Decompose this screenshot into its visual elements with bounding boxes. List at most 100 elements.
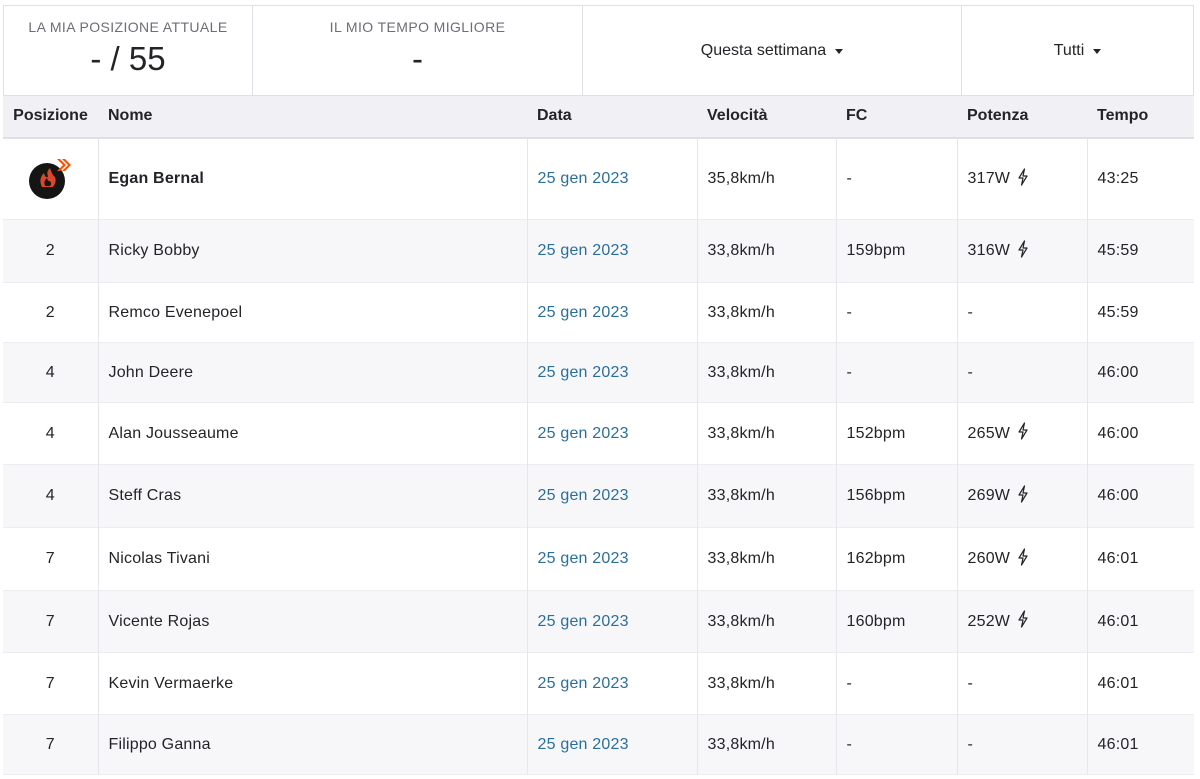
lightning-bolt-icon xyxy=(1018,167,1028,186)
activity-date-link[interactable]: 25 gen 2023 xyxy=(527,282,698,343)
activity-date-link[interactable]: 25 gen 2023 xyxy=(527,137,698,220)
power-cell: 260W xyxy=(957,527,1088,591)
leaderboard-table: Posizione Nome Data Velocità FC Potenza … xyxy=(3,95,1194,775)
athlete-name[interactable]: Steff Cras xyxy=(98,464,528,528)
power-cell: - xyxy=(957,714,1088,775)
table-row: 4 Steff Cras 25 gen 2023 33,8km/h 156bpm 269W… xyxy=(3,464,1194,528)
activity-date-link[interactable]: 25 gen 2023 xyxy=(527,652,698,715)
time-cell: 46:00 xyxy=(1097,363,1139,381)
lightning-bolt-icon xyxy=(1018,240,1028,258)
time-cell: 46:01 xyxy=(1097,674,1139,692)
athlete-name[interactable]: John Deere xyxy=(98,342,528,403)
heart-rate-cell: - xyxy=(836,282,958,343)
table-row: 7 Filippo Ganna 25 gen 2023 33,8km/h - -46:01 xyxy=(3,714,1194,775)
table-row: 2 Remco Evenepoel 25 gen 2023 33,8km/h - -45:… xyxy=(3,282,1194,343)
activity-date-link[interactable]: 25 gen 2023 xyxy=(527,464,698,528)
speed-cell: 35,8km/h xyxy=(697,137,837,220)
athlete-name[interactable]: Alan Jousseaume xyxy=(98,402,528,465)
athlete-name[interactable]: Nicolas Tivani xyxy=(98,527,528,591)
heart-rate-cell: - xyxy=(836,652,958,715)
time-cell: 46:00 xyxy=(1097,424,1139,442)
activity-date-link[interactable]: 25 gen 2023 xyxy=(527,402,698,465)
speed-cell: 33,8km/h xyxy=(697,464,837,528)
activity-date-link[interactable]: 25 gen 2023 xyxy=(527,527,698,591)
rank-cell: 7 xyxy=(3,714,99,775)
column-header-position[interactable]: Posizione xyxy=(13,107,88,125)
table-row: 7 Vicente Rojas 25 gen 2023 33,8km/h 160bpm 2… xyxy=(3,590,1194,653)
heart-rate-cell: - xyxy=(836,714,958,775)
power-value: - xyxy=(967,363,974,381)
table-body: Egan Bernal 25 gen 2023 35,8km/h -317W 43:25… xyxy=(3,137,1194,775)
power-cell: - xyxy=(957,652,1088,715)
leaderboard: LA MIA POSIZIONE ATTUALE - / 55 IL MIO T… xyxy=(3,5,1194,775)
power-value: 265W xyxy=(967,424,1011,442)
lightning-bolt-icon xyxy=(1018,485,1028,503)
best-time-stat: IL MIO TEMPO MIGLIORE - xyxy=(253,6,583,95)
column-header-time[interactable]: Tempo xyxy=(1097,107,1149,125)
activity-date-link[interactable]: 25 gen 2023 xyxy=(527,342,698,403)
activity-date-link[interactable]: 25 gen 2023 xyxy=(527,590,698,653)
power-value: 252W xyxy=(967,612,1011,630)
rank-cell: 7 xyxy=(3,652,99,715)
power-value: - xyxy=(967,735,974,753)
period-filter-dropdown[interactable]: Questa settimana xyxy=(700,41,844,60)
rank-cell xyxy=(3,137,99,220)
table-row: 2 Ricky Bobby 25 gen 2023 33,8km/h 159bpm 316… xyxy=(3,219,1194,283)
table-row: 7 Nicolas Tivani 25 gen 2023 33,8km/h 162bpm… xyxy=(3,527,1194,591)
power-value: 269W xyxy=(967,487,1011,504)
power-value: 316W xyxy=(967,242,1011,259)
lightning-bolt-icon xyxy=(1018,422,1028,440)
athlete-name[interactable]: Ricky Bobby xyxy=(98,219,528,283)
time-cell: 45:59 xyxy=(1097,303,1139,321)
activity-date-link[interactable]: 25 gen 2023 xyxy=(527,219,698,283)
avatar[interactable] xyxy=(28,157,72,201)
lightning-bolt-icon xyxy=(1018,548,1028,566)
lightning-bolt-icon xyxy=(1018,610,1028,628)
rank-cell: 7 xyxy=(3,590,99,653)
column-header-hr[interactable]: FC xyxy=(846,107,868,125)
caret-down-icon xyxy=(1093,49,1102,54)
best-time-label: IL MIO TEMPO MIGLIORE xyxy=(329,19,506,35)
group-filter-dropdown[interactable]: Tutti xyxy=(1054,42,1102,60)
time-cell: 46:01 xyxy=(1097,612,1139,630)
power-cell: - xyxy=(957,342,1088,403)
table-header-row: Posizione Nome Data Velocità FC Potenza … xyxy=(3,95,1194,138)
athlete-name[interactable]: Remco Evenepoel xyxy=(98,282,528,343)
time-cell: 46:00 xyxy=(1097,487,1139,504)
power-value: 317W xyxy=(967,169,1011,187)
speed-cell: 33,8km/h xyxy=(697,590,837,653)
table-row: 4 John Deere 25 gen 2023 33,8km/h - -46:00 xyxy=(3,342,1194,403)
athlete-name[interactable]: Filippo Ganna xyxy=(98,714,528,775)
group-filter-cell: Tutti xyxy=(962,6,1193,95)
athlete-name[interactable]: Vicente Rojas xyxy=(98,590,528,653)
current-position-label: LA MIA POSIZIONE ATTUALE xyxy=(28,19,228,35)
heart-rate-cell: 160bpm xyxy=(836,590,958,653)
period-filter-cell: Questa settimana xyxy=(583,6,962,95)
column-header-date[interactable]: Data xyxy=(537,107,572,125)
caret-down-icon xyxy=(835,49,844,54)
rank-cell: 7 xyxy=(3,527,99,591)
column-header-power[interactable]: Potenza xyxy=(967,107,1029,125)
heart-rate-cell: - xyxy=(836,137,958,220)
heart-rate-cell: 162bpm xyxy=(836,527,958,591)
table-row: Egan Bernal 25 gen 2023 35,8km/h -317W 43:25 xyxy=(3,137,1194,220)
period-filter-label: Questa settimana xyxy=(700,41,827,59)
rank-cell: 4 xyxy=(3,402,99,465)
athlete-name[interactable]: Egan Bernal xyxy=(98,137,528,220)
activity-date-link[interactable]: 25 gen 2023 xyxy=(527,714,698,775)
column-header-speed[interactable]: Velocità xyxy=(707,107,768,125)
speed-cell: 33,8km/h xyxy=(697,342,837,403)
rank-cell: 4 xyxy=(3,464,99,528)
time-cell: 45:59 xyxy=(1097,242,1139,259)
athlete-name[interactable]: Kevin Vermaerke xyxy=(98,652,528,715)
power-value: 260W xyxy=(967,550,1011,567)
group-filter-label: Tutti xyxy=(1053,41,1085,59)
power-cell: 317W xyxy=(957,137,1088,220)
power-value: - xyxy=(967,674,974,692)
avatar-icon xyxy=(29,158,72,199)
column-header-name[interactable]: Nome xyxy=(108,107,153,125)
rank-cell: 2 xyxy=(3,282,99,343)
rank-cell: 2 xyxy=(3,219,99,283)
speed-cell: 33,8km/h xyxy=(697,219,837,283)
power-value: - xyxy=(967,303,974,321)
